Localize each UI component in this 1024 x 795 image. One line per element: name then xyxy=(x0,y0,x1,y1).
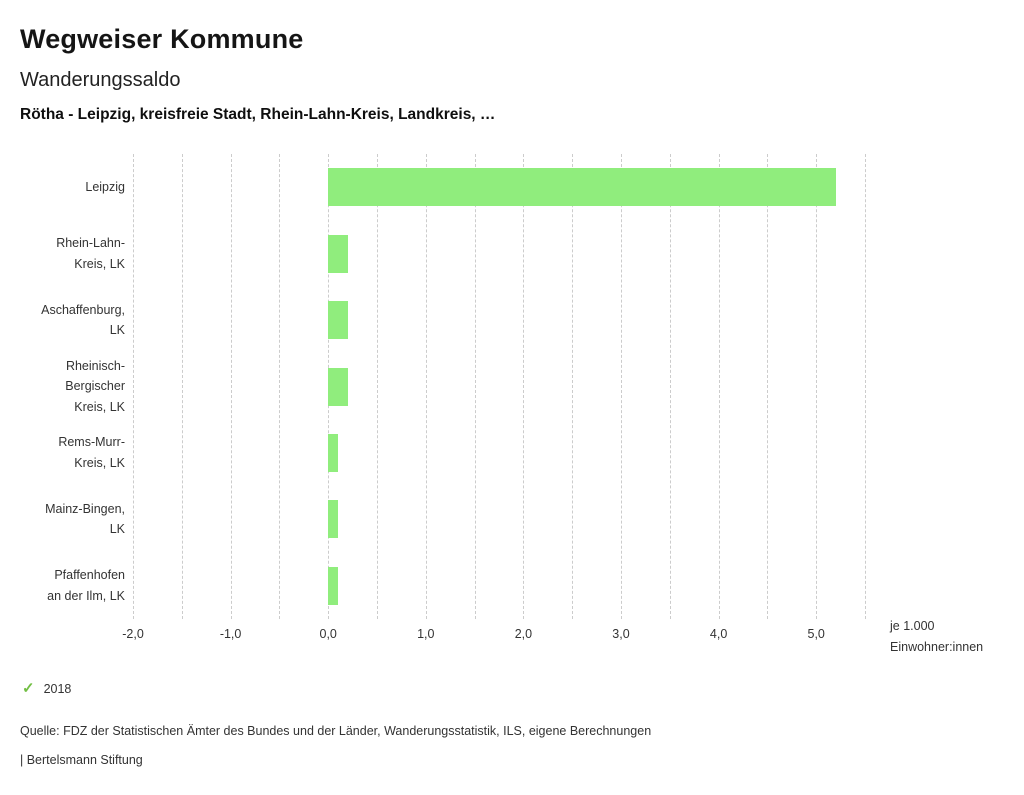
category-label-rems-murr-kreis: Rems-Murr- Kreis, LK xyxy=(58,435,125,470)
bar-chart: Leipzig Rhein-Lahn- Kreis, LK Aschaffenburg… xyxy=(0,154,1024,659)
x-tick-label: 3,0 xyxy=(612,627,630,641)
header: Wegweiser Kommune Wanderungssaldo Rötha … xyxy=(0,0,1024,124)
value-axis: -2,0 -1,0 0,0 1,0 2,0 3,0 4,0 5,0 xyxy=(122,627,865,647)
x-tick-label: 0,0 xyxy=(319,627,337,641)
plot-area xyxy=(133,154,866,619)
bar-rheinisch-bergischer-kreis[interactable] xyxy=(328,367,348,406)
gridline xyxy=(572,154,574,619)
axis-unit-line1: je 1.000 xyxy=(890,619,935,633)
gridline xyxy=(523,154,525,619)
x-tick-label: 1,0 xyxy=(417,627,435,641)
app-title: Wegweiser Kommune xyxy=(20,24,304,54)
gridline xyxy=(279,154,281,619)
branding-text: | Bertelsmann Stiftung xyxy=(20,753,143,767)
gridline xyxy=(718,154,720,619)
gridline xyxy=(377,154,378,619)
x-tick-label: -2,0 xyxy=(122,627,144,641)
gridline xyxy=(865,154,866,619)
bar-rhein-lahn-kreis[interactable] xyxy=(328,234,348,273)
axis-unit-label: je 1.000 Einwohner:innen xyxy=(890,616,983,657)
legend-item-2018[interactable]: ✓ 2018 xyxy=(22,681,71,696)
category-label-aschaffenburg: Aschaffenburg, LK xyxy=(41,302,125,338)
gridline xyxy=(133,154,134,619)
axis-unit-line2: Einwohner:innen xyxy=(890,639,984,654)
x-tick-label: 2,0 xyxy=(514,627,533,641)
bar-pfaffenhofen-an-der-ilm[interactable] xyxy=(328,566,338,605)
category-axis: Leipzig Rhein-Lahn- Kreis, LK Aschaffenburg… xyxy=(0,154,125,619)
gridline xyxy=(181,154,183,619)
bar-leipzig[interactable] xyxy=(328,168,836,207)
bar-mainz-bingen[interactable] xyxy=(328,500,338,539)
x-tick-label: -1,0 xyxy=(219,627,242,641)
chart-selection-subtitle: Rötha - Leipzig, kreisfreie Stadt, Rhein… xyxy=(20,106,496,123)
chart-title: Wanderungssaldo xyxy=(20,69,181,91)
bar-aschaffenburg[interactable] xyxy=(328,301,348,340)
gridline xyxy=(816,154,818,619)
gridline xyxy=(621,154,622,619)
gridline xyxy=(767,154,769,619)
gridline xyxy=(230,154,232,619)
bar-rems-murr-kreis[interactable] xyxy=(328,433,338,472)
category-label-mainz-bingen: Mainz-Bingen, LK xyxy=(45,501,125,537)
x-tick-label: 5,0 xyxy=(807,627,825,641)
x-tick-label: 4,0 xyxy=(709,627,728,641)
category-label-leipzig: Leipzig xyxy=(85,179,125,194)
gridline xyxy=(474,154,476,619)
source-text: Quelle: FDZ der Statistischen Ämter des … xyxy=(20,724,652,738)
category-label-rheinisch-bergischer-kreis: Rheinisch- Bergischer Kreis, LK xyxy=(65,358,125,414)
check-icon: ✓ xyxy=(22,680,35,697)
category-label-rhein-lahn-kreis: Rhein-Lahn- Kreis, LK xyxy=(56,236,125,271)
gridline xyxy=(669,154,671,619)
legend-label: 2018 xyxy=(43,681,72,696)
gridline xyxy=(425,154,427,619)
category-label-pfaffenhofen-an-der-ilm: Pfaffenhofen an der Ilm, LK xyxy=(47,568,125,603)
